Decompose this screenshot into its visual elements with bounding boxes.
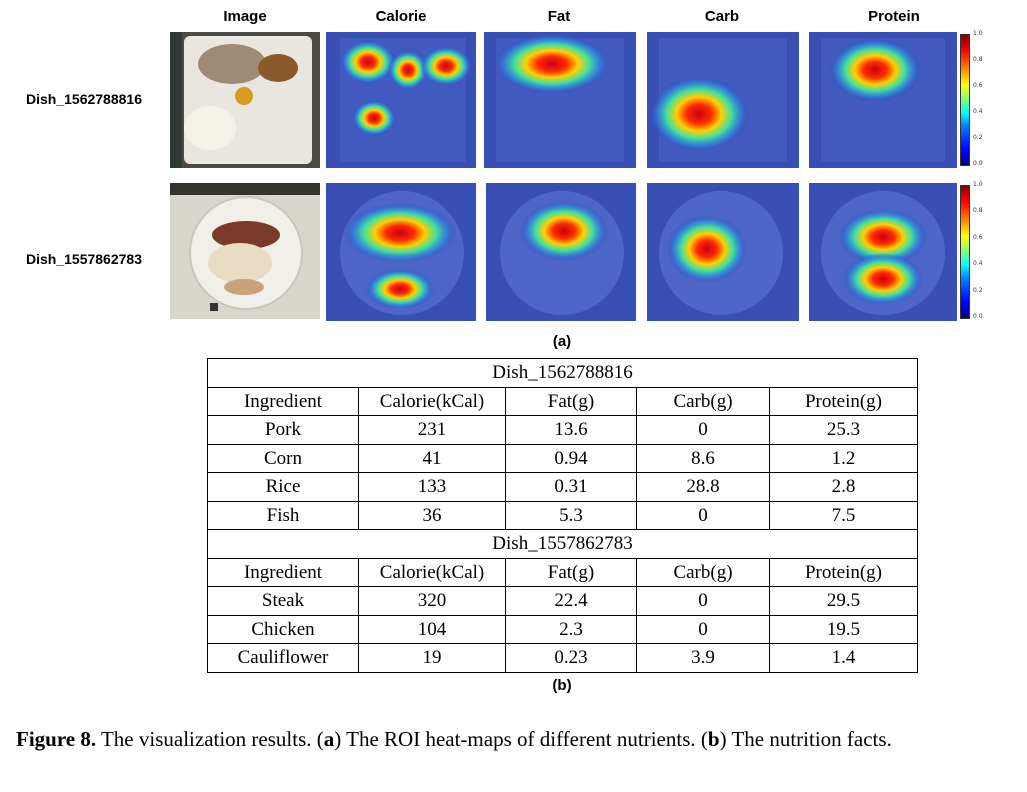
table-dish-title-1: Dish_1562788816 <box>207 358 918 388</box>
table-cell: 0 <box>636 415 770 445</box>
dish-2-carb-heatmap <box>647 183 799 321</box>
table-cell: 29.5 <box>769 586 918 616</box>
table-dish-title-row: Dish_1562788816 <box>207 358 918 388</box>
table-cell: 36 <box>358 500 506 530</box>
colorbar-1-tick-04: 0.4 <box>973 108 983 115</box>
colorbar-1-tick-02: 0.2 <box>973 134 983 141</box>
colorbar-1-tick-00: 0.0 <box>973 160 983 167</box>
colorbar-2-tick-08: 0.8 <box>973 207 983 214</box>
table-cell: Rice <box>207 472 359 502</box>
sub-label-a: (a) <box>552 333 572 350</box>
table-cell: Steak <box>207 586 359 616</box>
table-cell: 41 <box>358 443 506 473</box>
table-cell: 133 <box>358 472 506 502</box>
colorbar-row-1 <box>960 34 970 166</box>
caption-text-2: ) The ROI heat-maps of different nutrien… <box>334 727 708 751</box>
table-cell: 19 <box>358 643 506 673</box>
caption-text-3: ) The nutrition facts. <box>719 727 892 751</box>
colorbar-2-tick-02: 0.2 <box>973 287 983 294</box>
table-header-row: Ingredient Calorie(kCal) Fat(g) Carb(g) … <box>207 386 918 416</box>
table-cell: 13.6 <box>505 415 637 445</box>
table-header-calorie: Calorie(kCal) <box>358 557 506 587</box>
table-header-ingredient: Ingredient <box>207 386 359 416</box>
table-cell: 19.5 <box>769 614 918 644</box>
dish-2-photo <box>170 183 320 319</box>
table-header-carb: Carb(g) <box>636 386 770 416</box>
table-cell: 0.31 <box>505 472 637 502</box>
table-header-ingredient: Ingredient <box>207 557 359 587</box>
table-cell: 22.4 <box>505 586 637 616</box>
table-header-protein: Protein(g) <box>769 557 918 587</box>
colorbar-2-tick-04: 0.4 <box>973 260 983 267</box>
table-cell: 0.23 <box>505 643 637 673</box>
table-cell: Cauliflower <box>207 643 359 673</box>
table-row: Corn 41 0.94 8.6 1.2 <box>207 443 918 473</box>
table-cell: 3.9 <box>636 643 770 673</box>
dish-1-fat-heatmap <box>484 32 636 168</box>
table-cell: 2.8 <box>769 472 918 502</box>
dish-1-protein-heatmap <box>809 32 957 168</box>
table-row: Steak 320 22.4 0 29.5 <box>207 586 918 616</box>
table-header-fat: Fat(g) <box>505 386 637 416</box>
table-header-protein: Protein(g) <box>769 386 918 416</box>
table-cell: Corn <box>207 443 359 473</box>
colorbar-1-tick-06: 0.6 <box>973 82 983 89</box>
colorbar-2-tick-00: 0.0 <box>973 313 983 320</box>
table-cell: 2.3 <box>505 614 637 644</box>
table-cell: 0 <box>636 500 770 530</box>
table-header-row: Ingredient Calorie(kCal) Fat(g) Carb(g) … <box>207 557 918 587</box>
colorbar-row-2 <box>960 185 970 319</box>
colorbar-2-tick-10: 1.0 <box>973 181 983 188</box>
nutrition-table: Dish_1562788816 Ingredient Calorie(kCal)… <box>207 358 918 673</box>
table-cell: 25.3 <box>769 415 918 445</box>
table-cell: 320 <box>358 586 506 616</box>
table-cell: 1.2 <box>769 443 918 473</box>
table-row: Pork 231 13.6 0 25.3 <box>207 415 918 445</box>
table-row: Rice 133 0.31 28.8 2.8 <box>207 472 918 502</box>
column-header-protein: Protein <box>868 8 920 25</box>
row-label-dish-1: Dish_1562788816 <box>26 91 142 107</box>
table-row: Fish 36 5.3 0 7.5 <box>207 500 918 530</box>
caption-a: a <box>323 727 335 751</box>
table-cell: 0 <box>636 614 770 644</box>
dish-2-fat-heatmap <box>486 183 636 321</box>
column-header-image: Image <box>223 8 267 25</box>
column-header-fat: Fat <box>547 8 571 25</box>
table-row: Cauliflower 19 0.23 3.9 1.4 <box>207 643 918 673</box>
table-row: Chicken 104 2.3 0 19.5 <box>207 614 918 644</box>
table-cell: 7.5 <box>769 500 918 530</box>
colorbar-1-tick-08: 0.8 <box>973 56 983 63</box>
table-cell: 1.4 <box>769 643 918 673</box>
table-cell: Pork <box>207 415 359 445</box>
dish-1-calorie-heatmap <box>326 32 476 168</box>
table-cell: 28.8 <box>636 472 770 502</box>
figure-caption: Figure 8. The visualization results. (a)… <box>16 722 1016 756</box>
dish-1-carb-heatmap <box>647 32 799 168</box>
caption-text-1: The visualization results. ( <box>96 727 324 751</box>
table-dish-title-row: Dish_1557862783 <box>207 529 918 559</box>
dish-1-photo <box>170 32 320 168</box>
table-cell: 231 <box>358 415 506 445</box>
column-header-carb: Carb <box>704 8 740 25</box>
table-header-calorie: Calorie(kCal) <box>358 386 506 416</box>
colorbar-1-tick-10: 1.0 <box>973 30 983 37</box>
sub-label-b: (b) <box>552 677 572 694</box>
caption-b: b <box>707 727 720 751</box>
colorbar-2-tick-06: 0.6 <box>973 234 983 241</box>
table-cell: Fish <box>207 500 359 530</box>
dish-2-calorie-heatmap <box>326 183 476 321</box>
caption-label: Figure 8. <box>16 727 97 751</box>
table-cell: 5.3 <box>505 500 637 530</box>
table-cell: Chicken <box>207 614 359 644</box>
table-cell: 0 <box>636 586 770 616</box>
column-header-calorie: Calorie <box>375 8 427 25</box>
table-cell: 8.6 <box>636 443 770 473</box>
table-cell: 104 <box>358 614 506 644</box>
table-header-fat: Fat(g) <box>505 557 637 587</box>
table-header-carb: Carb(g) <box>636 557 770 587</box>
row-label-dish-2: Dish_1557862783 <box>26 251 142 267</box>
table-dish-title-2: Dish_1557862783 <box>207 529 918 559</box>
dish-2-protein-heatmap <box>809 183 957 321</box>
table-cell: 0.94 <box>505 443 637 473</box>
